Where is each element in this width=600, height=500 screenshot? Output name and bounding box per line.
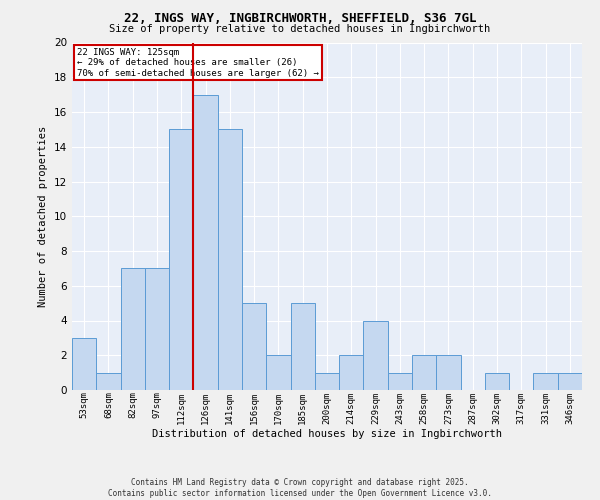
Bar bbox=[533, 372, 558, 390]
Text: Size of property relative to detached houses in Ingbirchworth: Size of property relative to detached ho… bbox=[109, 24, 491, 34]
Text: 22 INGS WAY: 125sqm
← 29% of detached houses are smaller (26)
70% of semi-detach: 22 INGS WAY: 125sqm ← 29% of detached ho… bbox=[77, 48, 319, 78]
Bar bbox=[72, 338, 96, 390]
Bar bbox=[145, 268, 169, 390]
Bar bbox=[193, 94, 218, 390]
Text: 22, INGS WAY, INGBIRCHWORTH, SHEFFIELD, S36 7GL: 22, INGS WAY, INGBIRCHWORTH, SHEFFIELD, … bbox=[124, 12, 476, 26]
Bar bbox=[436, 355, 461, 390]
Bar bbox=[364, 320, 388, 390]
Bar bbox=[218, 130, 242, 390]
Bar bbox=[169, 130, 193, 390]
Bar bbox=[412, 355, 436, 390]
Bar bbox=[558, 372, 582, 390]
X-axis label: Distribution of detached houses by size in Ingbirchworth: Distribution of detached houses by size … bbox=[152, 429, 502, 439]
Bar bbox=[290, 303, 315, 390]
Bar bbox=[315, 372, 339, 390]
Y-axis label: Number of detached properties: Number of detached properties bbox=[38, 126, 49, 307]
Text: Contains HM Land Registry data © Crown copyright and database right 2025.
Contai: Contains HM Land Registry data © Crown c… bbox=[108, 478, 492, 498]
Bar bbox=[96, 372, 121, 390]
Bar bbox=[388, 372, 412, 390]
Bar bbox=[266, 355, 290, 390]
Bar bbox=[121, 268, 145, 390]
Bar bbox=[485, 372, 509, 390]
Bar bbox=[242, 303, 266, 390]
Bar bbox=[339, 355, 364, 390]
